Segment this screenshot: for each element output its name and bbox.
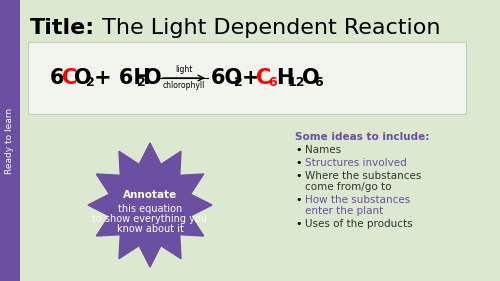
Text: The Light Dependent Reaction: The Light Dependent Reaction	[95, 18, 441, 38]
Text: +: +	[242, 68, 260, 88]
Text: O: O	[144, 68, 162, 88]
FancyBboxPatch shape	[28, 42, 466, 114]
Text: 6: 6	[314, 76, 322, 90]
Text: Structures involved: Structures involved	[305, 158, 407, 168]
Text: 2: 2	[234, 76, 243, 90]
Text: enter the plant: enter the plant	[305, 206, 384, 216]
Text: to show everything you: to show everything you	[92, 214, 208, 224]
Polygon shape	[88, 143, 212, 267]
Text: Uses of the products: Uses of the products	[305, 219, 412, 229]
Text: H: H	[276, 68, 293, 88]
Text: Ready to learn: Ready to learn	[6, 108, 15, 174]
Text: come from/go to: come from/go to	[305, 182, 392, 192]
Text: 2: 2	[137, 76, 146, 90]
Text: this equation: this equation	[118, 204, 182, 214]
Text: •: •	[295, 195, 302, 205]
Text: Where the substances: Where the substances	[305, 171, 422, 181]
Text: •: •	[295, 171, 302, 181]
Text: 12: 12	[288, 76, 306, 90]
Text: Annotate: Annotate	[123, 190, 177, 200]
Text: + 6H: + 6H	[94, 68, 151, 88]
Text: •: •	[295, 219, 302, 229]
Text: O: O	[74, 68, 92, 88]
Text: 6: 6	[50, 68, 64, 88]
Text: chlorophyll: chlorophyll	[163, 81, 205, 90]
Text: Title:: Title:	[30, 18, 95, 38]
Text: Some ideas to include:: Some ideas to include:	[295, 132, 430, 142]
Text: How the substances: How the substances	[305, 195, 410, 205]
Text: 6O: 6O	[211, 68, 243, 88]
Text: O: O	[302, 68, 320, 88]
Text: •: •	[295, 145, 302, 155]
Text: C: C	[62, 68, 77, 88]
Text: know about it: know about it	[116, 224, 184, 234]
Text: •: •	[295, 158, 302, 168]
Text: C: C	[256, 68, 271, 88]
Text: Names: Names	[305, 145, 341, 155]
FancyBboxPatch shape	[0, 0, 20, 281]
Text: 6: 6	[268, 76, 276, 90]
Text: light: light	[176, 65, 192, 74]
Text: 2: 2	[86, 76, 95, 90]
Text: Title: The Light Dependent Reaction: Title: The Light Dependent Reaction	[30, 18, 431, 38]
